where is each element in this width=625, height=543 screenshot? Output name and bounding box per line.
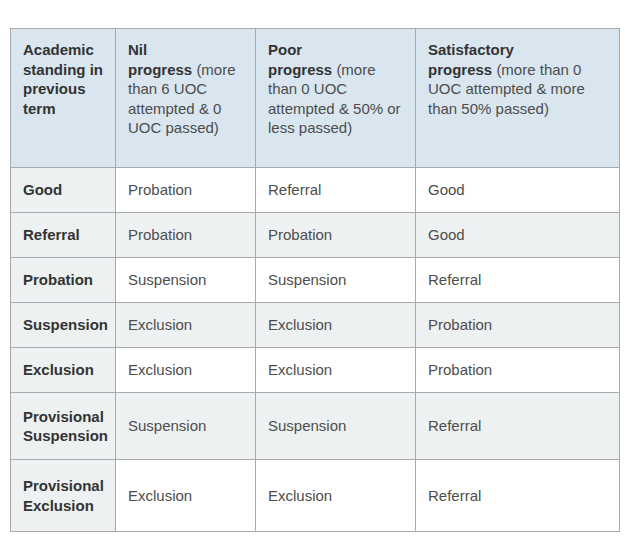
cell-nil-outcome: Exclusion	[116, 348, 256, 393]
cell-poor-outcome: Probation	[256, 213, 416, 258]
cell-poor-outcome: Suspension	[256, 393, 416, 460]
table-body: Good Probation Referral Good Referral Pr…	[11, 168, 620, 532]
row-header: Exclusion	[11, 348, 116, 393]
table-header: Academic standing in previous term Nilpr…	[11, 29, 620, 168]
row-header: Referral	[11, 213, 116, 258]
header-nil-progress: Nilprogress (more than 6 UOC attempted &…	[116, 29, 256, 168]
cell-poor-outcome: Exclusion	[256, 348, 416, 393]
row-header: Good	[11, 168, 116, 213]
cell-nil-outcome: Suspension	[116, 393, 256, 460]
row-header: Probation	[11, 258, 116, 303]
cell-poor-outcome: Exclusion	[256, 303, 416, 348]
cell-satisfactory-outcome: Probation	[416, 303, 620, 348]
header-poor-progress-label: Poorprogress	[268, 41, 332, 78]
table-row-referral: Referral Probation Probation Good	[11, 213, 620, 258]
cell-nil-outcome: Probation	[116, 213, 256, 258]
header-nil-progress-label: Nilprogress	[128, 41, 192, 78]
table-row-exclusion: Exclusion Exclusion Exclusion Probation	[11, 348, 620, 393]
table-row-probation: Probation Suspension Suspension Referral	[11, 258, 620, 303]
cell-satisfactory-outcome: Referral	[416, 460, 620, 532]
cell-poor-outcome: Suspension	[256, 258, 416, 303]
header-academic-standing: Academic standing in previous term	[11, 29, 116, 168]
page: Academic standing in previous term Nilpr…	[0, 0, 625, 532]
table-row-provisional-suspension: Provisional Suspension Suspension Suspen…	[11, 393, 620, 460]
cell-nil-outcome: Suspension	[116, 258, 256, 303]
cell-nil-outcome: Exclusion	[116, 303, 256, 348]
table-header-row: Academic standing in previous term Nilpr…	[11, 29, 620, 168]
header-poor-progress: Poorprogress (more than 0 UOC attempted …	[256, 29, 416, 168]
cell-satisfactory-outcome: Referral	[416, 258, 620, 303]
table-row-suspension: Suspension Exclusion Exclusion Probation	[11, 303, 620, 348]
cell-poor-outcome: Referral	[256, 168, 416, 213]
header-satisfactory-progress: Satisfactoryprogress (more than 0 UOC at…	[416, 29, 620, 168]
header-academic-standing-label: Academic standing in previous term	[23, 41, 103, 117]
row-header: Provisional Exclusion	[11, 460, 116, 532]
row-header: Provisional Suspension	[11, 393, 116, 460]
academic-standing-table: Academic standing in previous term Nilpr…	[10, 28, 620, 532]
cell-satisfactory-outcome: Good	[416, 168, 620, 213]
cell-satisfactory-outcome: Good	[416, 213, 620, 258]
cell-satisfactory-outcome: Referral	[416, 393, 620, 460]
row-header: Suspension	[11, 303, 116, 348]
cell-satisfactory-outcome: Probation	[416, 348, 620, 393]
table-row-provisional-exclusion: Provisional Exclusion Exclusion Exclusio…	[11, 460, 620, 532]
table-row-good: Good Probation Referral Good	[11, 168, 620, 213]
cell-nil-outcome: Exclusion	[116, 460, 256, 532]
cell-nil-outcome: Probation	[116, 168, 256, 213]
cell-poor-outcome: Exclusion	[256, 460, 416, 532]
